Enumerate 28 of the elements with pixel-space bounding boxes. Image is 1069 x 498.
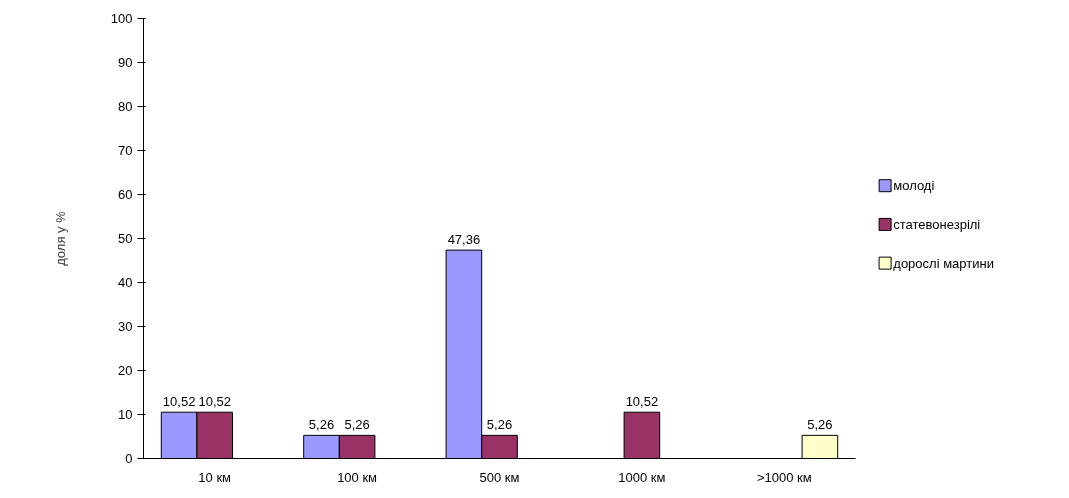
y-tick-label: 0 [125, 451, 133, 466]
legend-label: дорослі мартини [893, 255, 994, 271]
x-tick-label: 100 км [337, 469, 378, 485]
x-tick-label: 10 км [198, 469, 232, 485]
legend-label: молоді [893, 178, 935, 194]
data-label: 5,26 [807, 417, 833, 433]
y-axis-title: доля у % [52, 210, 68, 266]
y-tick-label: 40 [118, 275, 133, 290]
y-tick-label: 70 [118, 143, 133, 158]
x-tick-label: 1000 км [618, 469, 666, 485]
x-tick-label: >1000 км [756, 469, 812, 485]
y-tick-label: 30 [118, 319, 133, 334]
x-tick-label: 500 км [479, 469, 520, 485]
y-tick-label: 60 [118, 187, 133, 202]
data-label: 5,26 [486, 417, 513, 433]
y-tick-label: 20 [118, 363, 133, 378]
data-label: 10,52 [162, 394, 196, 410]
data-label: 47,36 [447, 232, 481, 248]
y-tick-label: 100 [110, 11, 133, 26]
data-label: 5,26 [308, 417, 335, 433]
y-tick-label: 10 [118, 407, 133, 422]
y-tick-label: 80 [118, 99, 133, 114]
y-tick-label: 50 [118, 231, 133, 246]
y-tick-label: 90 [118, 55, 133, 70]
data-label: 10,52 [198, 394, 231, 410]
data-label: 10,52 [625, 394, 659, 410]
data-label: 5,26 [344, 417, 370, 433]
legend-label: статевонезрілі [893, 216, 981, 232]
